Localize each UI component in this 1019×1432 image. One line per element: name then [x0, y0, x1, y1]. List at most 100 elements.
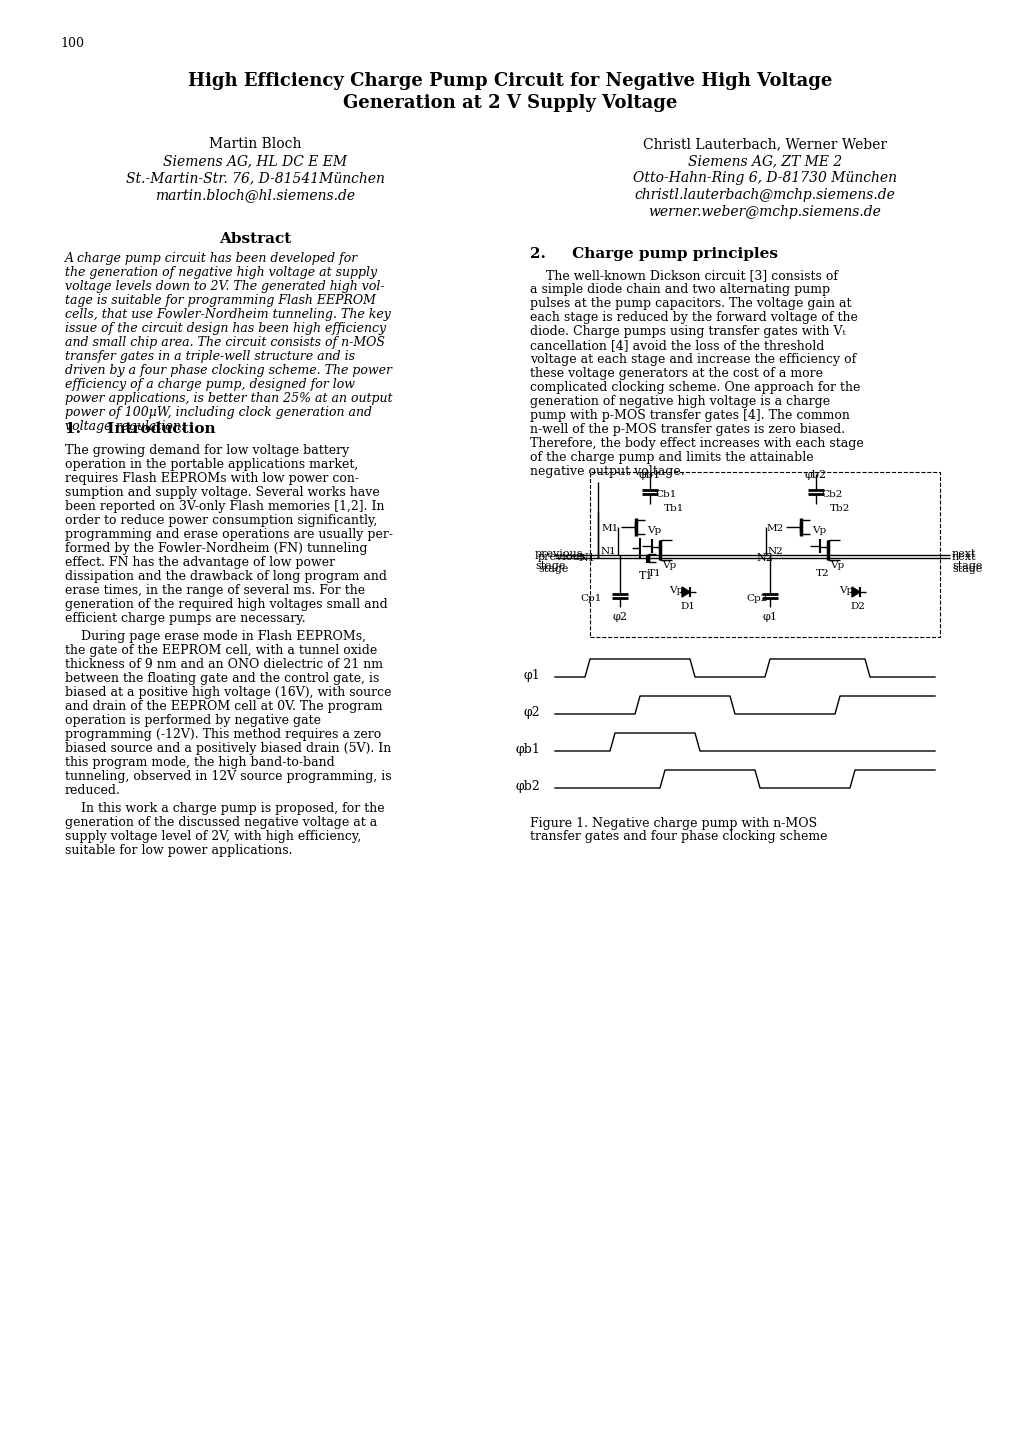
Text: T1: T1 — [647, 569, 661, 579]
Text: Vp: Vp — [829, 561, 844, 570]
Text: werner.weber@mchp.siemens.de: werner.weber@mchp.siemens.de — [648, 205, 880, 219]
Text: n-well of the p-MOS transfer gates is zero biased.: n-well of the p-MOS transfer gates is ze… — [530, 422, 845, 435]
Text: of the charge pump and limits the attainable: of the charge pump and limits the attain… — [530, 451, 813, 464]
Text: N1: N1 — [578, 553, 594, 563]
Text: Cp2: Cp2 — [746, 594, 767, 603]
Text: In this work a charge pump is proposed, for the: In this work a charge pump is proposed, … — [65, 802, 384, 815]
Text: formed by the Fowler-Nordheim (FN) tunneling: formed by the Fowler-Nordheim (FN) tunne… — [65, 541, 367, 556]
Text: power of 100μW, including clock generation and: power of 100μW, including clock generati… — [65, 407, 372, 420]
Text: operation in the portable applications market,: operation in the portable applications m… — [65, 458, 358, 471]
Text: and small chip area. The circuit consists of n-MOS: and small chip area. The circuit consist… — [65, 337, 384, 349]
Text: suitable for low power applications.: suitable for low power applications. — [65, 843, 292, 856]
Text: T1: T1 — [638, 571, 652, 581]
Text: D1: D1 — [680, 601, 695, 611]
Text: cancellation [4] avoid the loss of the threshold: cancellation [4] avoid the loss of the t… — [530, 339, 823, 352]
Text: cells, that use Fowler-Nordheim tunneling. The key: cells, that use Fowler-Nordheim tunnelin… — [65, 308, 390, 321]
Text: stage: stage — [535, 561, 565, 571]
Text: issue of the circuit design has been high efficiency: issue of the circuit design has been hig… — [65, 322, 386, 335]
Text: Vp: Vp — [668, 586, 683, 596]
Text: next: next — [951, 551, 975, 561]
Text: effect. FN has the advantage of low power: effect. FN has the advantage of low powe… — [65, 556, 335, 569]
Text: transfer gates and four phase clocking scheme: transfer gates and four phase clocking s… — [530, 831, 826, 843]
Text: N2: N2 — [755, 553, 772, 563]
Text: the generation of negative high voltage at supply: the generation of negative high voltage … — [65, 266, 377, 279]
Text: A charge pump circuit has been developed for: A charge pump circuit has been developed… — [65, 252, 358, 265]
Text: 100: 100 — [60, 37, 84, 50]
Text: Figure 1. Negative charge pump with n-MOS: Figure 1. Negative charge pump with n-MO… — [530, 818, 816, 831]
Text: tage is suitable for programming Flash EEPROM: tage is suitable for programming Flash E… — [65, 294, 376, 306]
Text: φb1: φb1 — [515, 743, 539, 756]
Text: Tb2: Tb2 — [829, 504, 850, 513]
Text: tunneling, observed in 12V source programming, is: tunneling, observed in 12V source progra… — [65, 770, 391, 783]
Text: φb2: φb2 — [515, 780, 539, 793]
Text: generation of the discussed negative voltage at a: generation of the discussed negative vol… — [65, 816, 377, 829]
Bar — [589, 473, 940, 637]
Text: Vp: Vp — [838, 586, 852, 596]
Text: reduced.: reduced. — [65, 783, 121, 798]
Text: been reported on 3V-only Flash memories [1,2]. In: been reported on 3V-only Flash memories … — [65, 500, 384, 513]
Text: voltage regulation.: voltage regulation. — [65, 420, 184, 432]
Text: programming (-12V). This method requires a zero: programming (-12V). This method requires… — [65, 727, 381, 740]
Text: stage: stage — [537, 564, 568, 574]
Text: each stage is reduced by the forward voltage of the: each stage is reduced by the forward vol… — [530, 311, 857, 324]
Text: generation of the required high voltages small and: generation of the required high voltages… — [65, 599, 387, 611]
Text: this program mode, the high band-to-band: this program mode, the high band-to-band — [65, 756, 334, 769]
Text: negative output voltage.: negative output voltage. — [530, 465, 684, 478]
Text: and drain of the EEPROM cell at 0V. The program: and drain of the EEPROM cell at 0V. The … — [65, 700, 382, 713]
Polygon shape — [682, 587, 689, 597]
Text: Tb1: Tb1 — [663, 504, 684, 513]
Text: φb2: φb2 — [804, 470, 826, 480]
Text: supply voltage level of 2V, with high efficiency,: supply voltage level of 2V, with high ef… — [65, 831, 361, 843]
Text: N1: N1 — [599, 547, 615, 556]
Text: Vp: Vp — [661, 561, 676, 570]
Text: T2: T2 — [815, 569, 829, 579]
Text: φ1: φ1 — [523, 669, 539, 682]
Text: High Efficiency Charge Pump Circuit for Negative High Voltage: High Efficiency Charge Pump Circuit for … — [187, 72, 832, 90]
Text: biased at a positive high voltage (16V), with source: biased at a positive high voltage (16V),… — [65, 686, 391, 699]
Polygon shape — [851, 587, 859, 597]
Text: 2.     Charge pump principles: 2. Charge pump principles — [530, 246, 777, 261]
Text: pulses at the pump capacitors. The voltage gain at: pulses at the pump capacitors. The volta… — [530, 296, 851, 309]
Text: St.-Martin-Str. 76, D-81541München: St.-Martin-Str. 76, D-81541München — [125, 170, 384, 185]
Text: transfer gates in a triple-well structure and is: transfer gates in a triple-well structur… — [65, 349, 355, 362]
Text: φ1: φ1 — [762, 611, 776, 621]
Text: The growing demand for low voltage battery: The growing demand for low voltage batte… — [65, 444, 348, 457]
Text: Cp1: Cp1 — [580, 594, 601, 603]
Text: efficient charge pumps are necessary.: efficient charge pumps are necessary. — [65, 611, 306, 624]
Text: φ2: φ2 — [611, 611, 627, 621]
Text: pump with p-MOS transfer gates [4]. The common: pump with p-MOS transfer gates [4]. The … — [530, 410, 849, 422]
Text: the gate of the EEPROM cell, with a tunnel oxide: the gate of the EEPROM cell, with a tunn… — [65, 644, 377, 657]
Text: power applications, is better than 25% at an output: power applications, is better than 25% a… — [65, 392, 392, 405]
Text: N2: N2 — [767, 547, 783, 556]
Text: these voltage generators at the cost of a more: these voltage generators at the cost of … — [530, 367, 822, 379]
Text: between the floating gate and the control gate, is: between the floating gate and the contro… — [65, 672, 379, 684]
Text: previous: previous — [537, 551, 586, 561]
Text: φb1: φb1 — [638, 470, 660, 480]
Text: During page erase mode in Flash EEPROMs,: During page erase mode in Flash EEPROMs, — [65, 630, 366, 643]
Text: Martin Bloch: Martin Bloch — [209, 137, 301, 150]
Text: voltage at each stage and increase the efficiency of: voltage at each stage and increase the e… — [530, 354, 855, 367]
Text: D2: D2 — [850, 601, 864, 611]
Text: Generation at 2 V Supply Voltage: Generation at 2 V Supply Voltage — [342, 95, 677, 112]
Text: M1: M1 — [601, 524, 619, 533]
Text: requires Flash EEPROMs with low power con-: requires Flash EEPROMs with low power co… — [65, 473, 359, 485]
Text: a simple diode chain and two alternating pump: a simple diode chain and two alternating… — [530, 284, 829, 296]
Text: stage: stage — [951, 564, 981, 574]
Text: The well-known Dickson circuit [3] consists of: The well-known Dickson circuit [3] consi… — [530, 269, 838, 282]
Text: order to reduce power consumption significantly,: order to reduce power consumption signif… — [65, 514, 377, 527]
Text: sumption and supply voltage. Several works have: sumption and supply voltage. Several wor… — [65, 485, 379, 498]
Text: Otto-Hahn-Ring 6, D-81730 München: Otto-Hahn-Ring 6, D-81730 München — [633, 170, 896, 185]
Text: M2: M2 — [766, 524, 784, 533]
Text: dissipation and the drawback of long program and: dissipation and the drawback of long pro… — [65, 570, 386, 583]
Text: programming and erase operations are usually per-: programming and erase operations are usu… — [65, 528, 392, 541]
Text: complicated clocking scheme. One approach for the: complicated clocking scheme. One approac… — [530, 381, 860, 394]
Text: generation of negative high voltage is a charge: generation of negative high voltage is a… — [530, 395, 829, 408]
Text: martin.bloch@hl.siemens.de: martin.bloch@hl.siemens.de — [155, 188, 355, 202]
Text: driven by a four phase clocking scheme. The power: driven by a four phase clocking scheme. … — [65, 364, 391, 377]
Text: Vp: Vp — [646, 526, 660, 536]
Text: Abstract: Abstract — [219, 232, 290, 246]
Text: Vp: Vp — [811, 526, 825, 536]
Text: thickness of 9 nm and an ONO dielectric of 21 nm: thickness of 9 nm and an ONO dielectric … — [65, 657, 382, 672]
Text: next: next — [951, 548, 975, 558]
Text: stage: stage — [951, 561, 981, 571]
